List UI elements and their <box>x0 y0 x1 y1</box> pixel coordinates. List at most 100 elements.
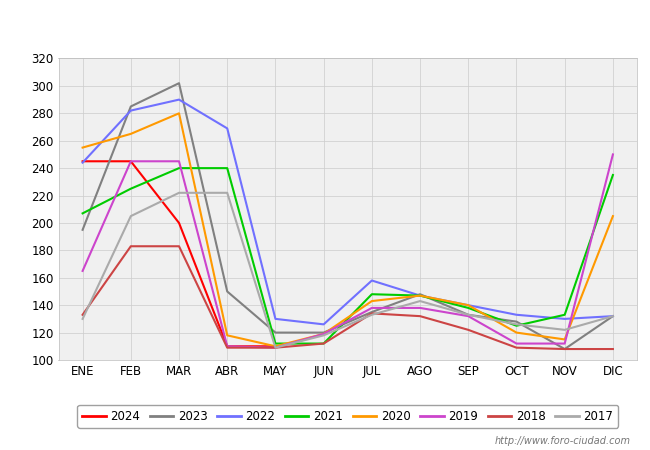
Line: 2024: 2024 <box>83 161 276 346</box>
2022 <box>416 293 424 298</box>
2019 <box>561 341 569 346</box>
2018 <box>127 243 135 249</box>
Line: 2021: 2021 <box>83 168 613 343</box>
2024 <box>224 344 231 349</box>
Legend: 2024, 2023, 2022, 2021, 2020, 2019, 2018, 2017: 2024, 2023, 2022, 2021, 2020, 2019, 2018… <box>77 405 618 428</box>
2023 <box>224 289 231 294</box>
2023 <box>79 227 86 233</box>
2019 <box>464 314 472 319</box>
2018 <box>320 341 328 346</box>
2022 <box>127 108 135 113</box>
2022 <box>320 322 328 327</box>
2020 <box>561 337 569 342</box>
2023 <box>320 330 328 335</box>
2021 <box>127 186 135 191</box>
2022 <box>272 316 280 322</box>
Text: Afiliados en Puebla de Lillo a 31/5/2024: Afiliados en Puebla de Lillo a 31/5/2024 <box>161 18 489 36</box>
2020 <box>609 213 617 219</box>
2022 <box>224 126 231 131</box>
2018 <box>272 345 280 351</box>
2018 <box>79 312 86 318</box>
2019 <box>272 345 280 351</box>
2017 <box>224 190 231 195</box>
Line: 2017: 2017 <box>83 193 613 348</box>
2018 <box>464 327 472 333</box>
2022 <box>464 302 472 308</box>
2017 <box>513 322 521 327</box>
2023 <box>609 314 617 319</box>
2018 <box>513 345 521 351</box>
2019 <box>513 341 521 346</box>
2017 <box>464 312 472 318</box>
2021 <box>224 166 231 171</box>
2019 <box>224 344 231 349</box>
2022 <box>368 278 376 283</box>
2019 <box>368 305 376 310</box>
2017 <box>416 298 424 304</box>
2024 <box>175 220 183 225</box>
2022 <box>609 314 617 319</box>
2018 <box>368 310 376 316</box>
Line: 2018: 2018 <box>83 246 613 349</box>
2019 <box>320 331 328 337</box>
2020 <box>416 293 424 298</box>
2023 <box>368 309 376 315</box>
2019 <box>175 158 183 164</box>
2020 <box>464 302 472 308</box>
2020 <box>127 131 135 137</box>
Line: 2020: 2020 <box>83 113 613 346</box>
2024 <box>79 158 86 164</box>
2017 <box>368 312 376 318</box>
2021 <box>609 172 617 178</box>
2017 <box>175 190 183 195</box>
2021 <box>464 305 472 310</box>
2022 <box>513 312 521 318</box>
Text: http://www.foro-ciudad.com: http://www.foro-ciudad.com <box>495 436 630 446</box>
2021 <box>320 341 328 346</box>
2018 <box>175 243 183 249</box>
2022 <box>175 97 183 102</box>
2018 <box>224 345 231 351</box>
2023 <box>513 319 521 324</box>
2018 <box>416 314 424 319</box>
2019 <box>416 305 424 310</box>
2023 <box>416 292 424 297</box>
2020 <box>513 330 521 335</box>
2021 <box>561 312 569 318</box>
2020 <box>79 145 86 150</box>
2023 <box>561 346 569 352</box>
2024 <box>127 158 135 164</box>
2022 <box>79 160 86 165</box>
2021 <box>175 166 183 171</box>
2020 <box>368 298 376 304</box>
2021 <box>416 293 424 298</box>
2017 <box>272 345 280 351</box>
2019 <box>79 268 86 274</box>
2017 <box>127 213 135 219</box>
Line: 2023: 2023 <box>83 83 613 349</box>
Line: 2022: 2022 <box>83 99 613 324</box>
2020 <box>175 111 183 116</box>
2023 <box>175 81 183 86</box>
2017 <box>609 314 617 319</box>
2018 <box>561 346 569 352</box>
2020 <box>224 333 231 338</box>
2023 <box>272 330 280 335</box>
2019 <box>609 152 617 157</box>
2023 <box>127 104 135 109</box>
2021 <box>272 341 280 346</box>
2017 <box>561 327 569 333</box>
2022 <box>561 316 569 322</box>
2017 <box>79 316 86 322</box>
2021 <box>79 211 86 216</box>
2018 <box>609 346 617 352</box>
2017 <box>320 333 328 338</box>
Line: 2019: 2019 <box>83 154 613 348</box>
2020 <box>272 344 280 349</box>
2019 <box>127 158 135 164</box>
2021 <box>513 323 521 328</box>
2021 <box>368 292 376 297</box>
2020 <box>320 331 328 337</box>
2023 <box>464 312 472 318</box>
2024 <box>272 344 280 349</box>
